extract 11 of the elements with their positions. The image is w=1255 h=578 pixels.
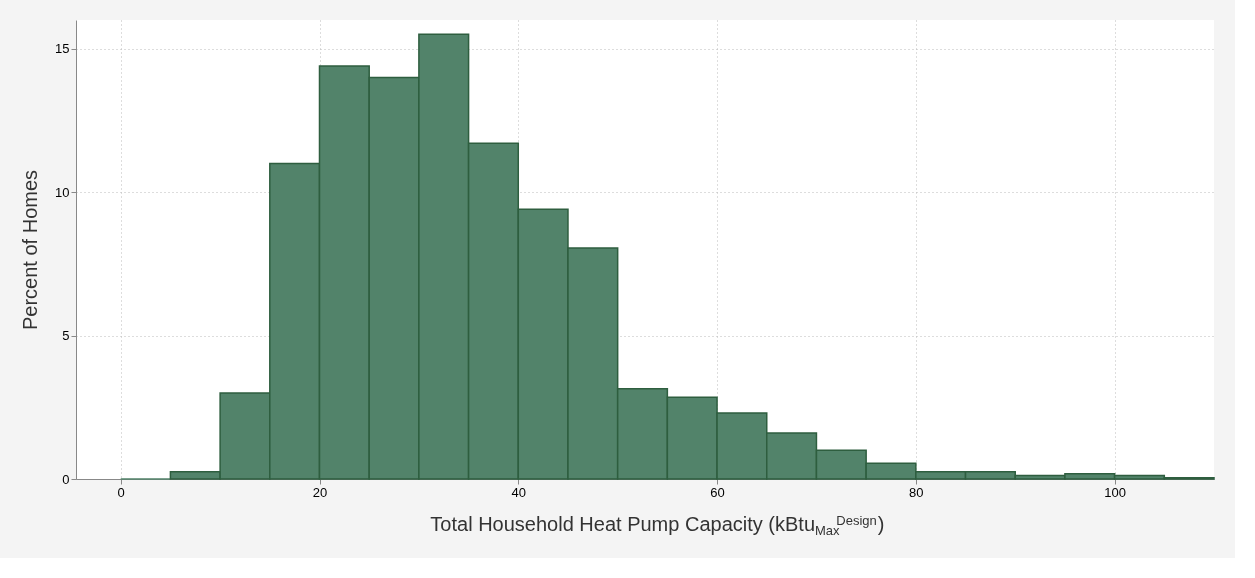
y-tick-label: 15 [55, 41, 70, 57]
x-tick-label: 100 [1104, 484, 1126, 500]
y-axis-title: Percent of Homes [19, 169, 42, 331]
x-tick-label: 20 [312, 484, 328, 500]
y-tick-label: 0 [62, 471, 70, 487]
x-tick-label: 60 [710, 484, 725, 500]
x-tick-label: 40 [511, 484, 527, 500]
x-tick-label: 80 [909, 484, 924, 500]
y-tick-label: 10 [55, 184, 70, 200]
x-tick-label: 0 [117, 484, 125, 500]
y-tick-label: 5 [62, 328, 70, 344]
